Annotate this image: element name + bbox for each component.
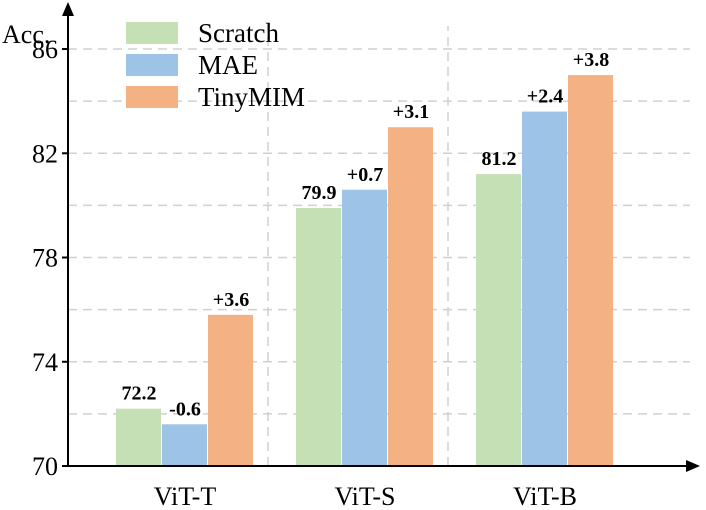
y-axis-arrow — [62, 2, 74, 16]
x-axis-arrow — [686, 460, 700, 472]
bars-layer — [116, 75, 613, 467]
bar-tinymim-vit-t — [208, 314, 253, 466]
data-label: +3.8 — [573, 49, 609, 71]
data-label: +0.7 — [347, 164, 383, 186]
data-label: 81.2 — [482, 148, 517, 170]
bar-mae-vit-s — [342, 189, 387, 466]
y-tick-labels: 70 74 78 82 86 — [32, 35, 68, 481]
legend-swatch-tinymim — [126, 86, 178, 108]
bar-scratch-vit-b — [476, 174, 521, 466]
category-label: ViT-T — [154, 482, 217, 510]
data-label: +3.6 — [213, 289, 249, 311]
legend-label: TinyMIM — [198, 82, 305, 112]
y-tick-label: 70 — [32, 452, 58, 481]
y-tick-label: 82 — [32, 139, 58, 168]
category-label: ViT-B — [513, 482, 577, 510]
data-label: +2.4 — [527, 86, 563, 108]
bar-tinymim-vit-s — [388, 127, 433, 466]
bar-mae-vit-b — [522, 111, 567, 467]
legend-swatch-scratch — [126, 22, 178, 44]
bar-mae-vit-t — [162, 424, 207, 466]
y-tick-label: 74 — [32, 348, 58, 377]
category-label: ViT-S — [334, 482, 395, 510]
legend-label: Scratch — [198, 18, 279, 48]
category-labels: ViT-T ViT-S ViT-B — [154, 482, 577, 510]
data-labels: 72.2 -0.6 +3.6 79.9 +0.7 +3.1 81.2 +2.4 +3.8 — [122, 49, 610, 420]
axes — [62, 2, 700, 472]
data-label: -0.6 — [169, 398, 201, 420]
bar-scratch-vit-t — [116, 408, 161, 466]
y-tick-label: 86 — [32, 35, 58, 64]
data-label: 72.2 — [122, 383, 157, 405]
legend-label: MAE — [198, 50, 258, 80]
y-axis-label: Acc. — [2, 20, 50, 49]
bar-scratch-vit-s — [296, 208, 341, 466]
data-label: 79.9 — [302, 182, 337, 204]
legend-swatch-mae — [126, 54, 178, 76]
y-tick-label: 78 — [32, 244, 58, 273]
bar-tinymim-vit-b — [568, 75, 613, 466]
data-label: +3.1 — [393, 101, 429, 123]
